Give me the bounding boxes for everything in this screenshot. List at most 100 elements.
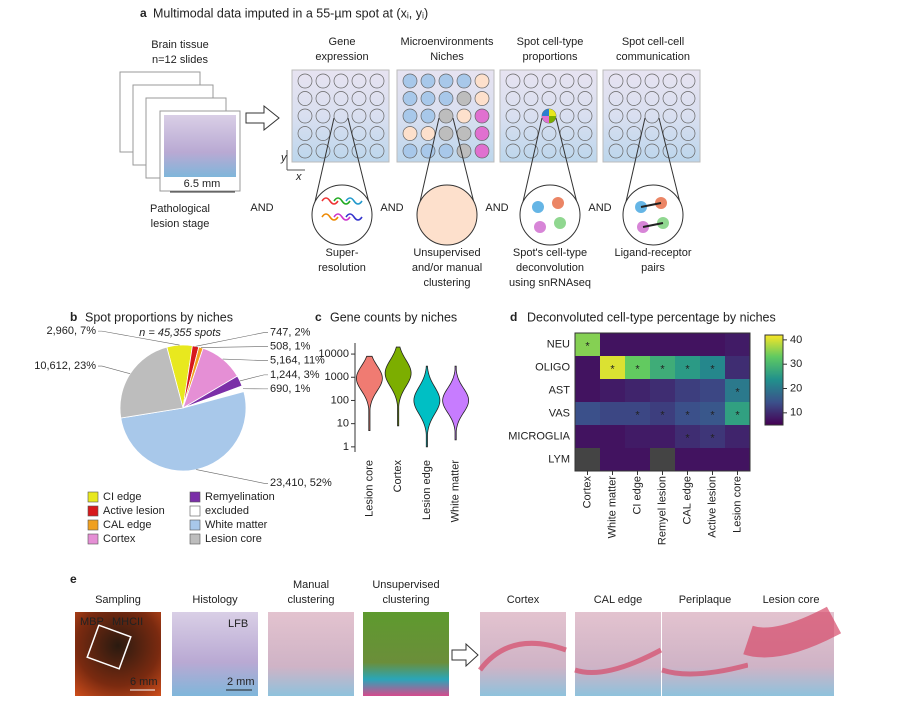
spot: [626, 73, 642, 89]
heat-cell: [700, 425, 725, 448]
colorbar-step: [765, 408, 783, 412]
legend-label: CI edge: [103, 491, 142, 503]
column-label: CAL edge: [681, 476, 693, 525]
colorbar-step: [765, 356, 783, 360]
tissue-label: Brain tissue: [151, 39, 208, 51]
tissue-image: [575, 612, 661, 696]
stage-label: lesion stage: [151, 218, 210, 230]
significance-mark: *: [710, 432, 715, 444]
colorbar-step: [765, 382, 783, 386]
row-label: MICROGLIA: [508, 430, 570, 442]
image-label: Cortex: [507, 594, 540, 606]
legend-swatch: [189, 533, 201, 545]
heat-cell: [575, 356, 600, 379]
highlight: [661, 662, 749, 677]
image-label: Periplaque: [679, 594, 732, 606]
modality-footer: resolution: [318, 262, 366, 274]
colorbar-step: [765, 358, 783, 362]
axis-label: y: [280, 152, 288, 164]
column-label: Lesion core: [731, 476, 743, 533]
spot: [662, 91, 678, 106]
spot: [541, 143, 557, 159]
significance-mark: *: [710, 409, 715, 421]
colorbar-step: [765, 352, 783, 356]
overlay-label: MBP: [80, 616, 104, 628]
significance-mark: *: [685, 409, 690, 421]
colorbar-tick-label: 30: [790, 358, 802, 370]
heat-cell: [675, 425, 700, 448]
image-label: clustering: [382, 594, 429, 606]
spot: [369, 73, 385, 89]
column-label: CI edge: [631, 476, 643, 515]
heat-cell: [700, 402, 725, 425]
spot: [577, 126, 593, 141]
transcript: [345, 213, 363, 221]
transcript: [333, 213, 351, 221]
heat-cell: [575, 425, 600, 448]
heat-cell: [600, 379, 625, 402]
heat-cell: [600, 333, 625, 356]
spot: [680, 73, 696, 89]
transcript: [321, 213, 339, 221]
heat-cell: [625, 402, 650, 425]
colorbar-step: [765, 360, 783, 364]
heat-cell: [625, 356, 650, 379]
heat-cell: [600, 356, 625, 379]
leader-line: [195, 332, 268, 347]
modality-footer: Super-: [325, 247, 358, 259]
spot: [333, 126, 349, 141]
colorbar-step: [765, 412, 783, 416]
spot-pie: [549, 109, 556, 116]
y-tick-label: 1000: [325, 371, 349, 383]
spot: [680, 126, 696, 141]
modality-header: expression: [315, 51, 368, 63]
colorbar-tick-label: 20: [790, 382, 802, 394]
panel-letter: a: [140, 6, 147, 20]
significance-mark: *: [635, 409, 640, 421]
spot: [608, 91, 624, 106]
colorbar-step: [765, 398, 783, 402]
colorbar-step: [765, 374, 783, 378]
heat-cell: [700, 333, 725, 356]
transcript: [333, 197, 351, 205]
image-label: clustering: [287, 594, 334, 606]
x-tick-label: Lesion core: [363, 460, 375, 517]
pie-slice: [119, 346, 184, 419]
spot-pie: [542, 109, 549, 116]
spot: [438, 91, 454, 106]
interaction: [640, 202, 662, 208]
colorbar-step: [765, 376, 783, 380]
and-label: AND: [588, 202, 611, 214]
spot: [662, 143, 678, 159]
heat-cell: [725, 402, 750, 425]
modality-footer: Unsupervised: [413, 247, 480, 259]
colorbar-step: [765, 348, 783, 352]
spot: [402, 108, 418, 124]
violin: [442, 365, 470, 441]
highlight: [743, 606, 842, 658]
spot: [505, 143, 521, 159]
tissue-image: [164, 115, 236, 177]
heat-cell: [675, 402, 700, 425]
heat-cell: [675, 333, 700, 356]
spot: [369, 91, 385, 106]
panel-title: Multimodal data imputed in a 55-µm spot …: [153, 6, 428, 20]
spot: [420, 91, 436, 106]
significance-mark: *: [660, 363, 665, 375]
spot: [297, 126, 313, 141]
chart-title: Gene counts by niches: [330, 310, 457, 324]
spot: [438, 73, 454, 89]
spot: [369, 143, 385, 159]
spot: [559, 73, 575, 89]
colorbar-step: [765, 404, 783, 408]
spot: [644, 143, 660, 159]
panel-letter: b: [70, 310, 77, 324]
value-label: 5,164, 11%: [270, 354, 325, 366]
spot: [523, 73, 539, 89]
colorbar-step: [765, 380, 783, 384]
spot: [369, 126, 385, 141]
row-label: NEU: [547, 338, 570, 350]
spot: [608, 108, 624, 124]
modality-header: Gene: [329, 36, 356, 48]
